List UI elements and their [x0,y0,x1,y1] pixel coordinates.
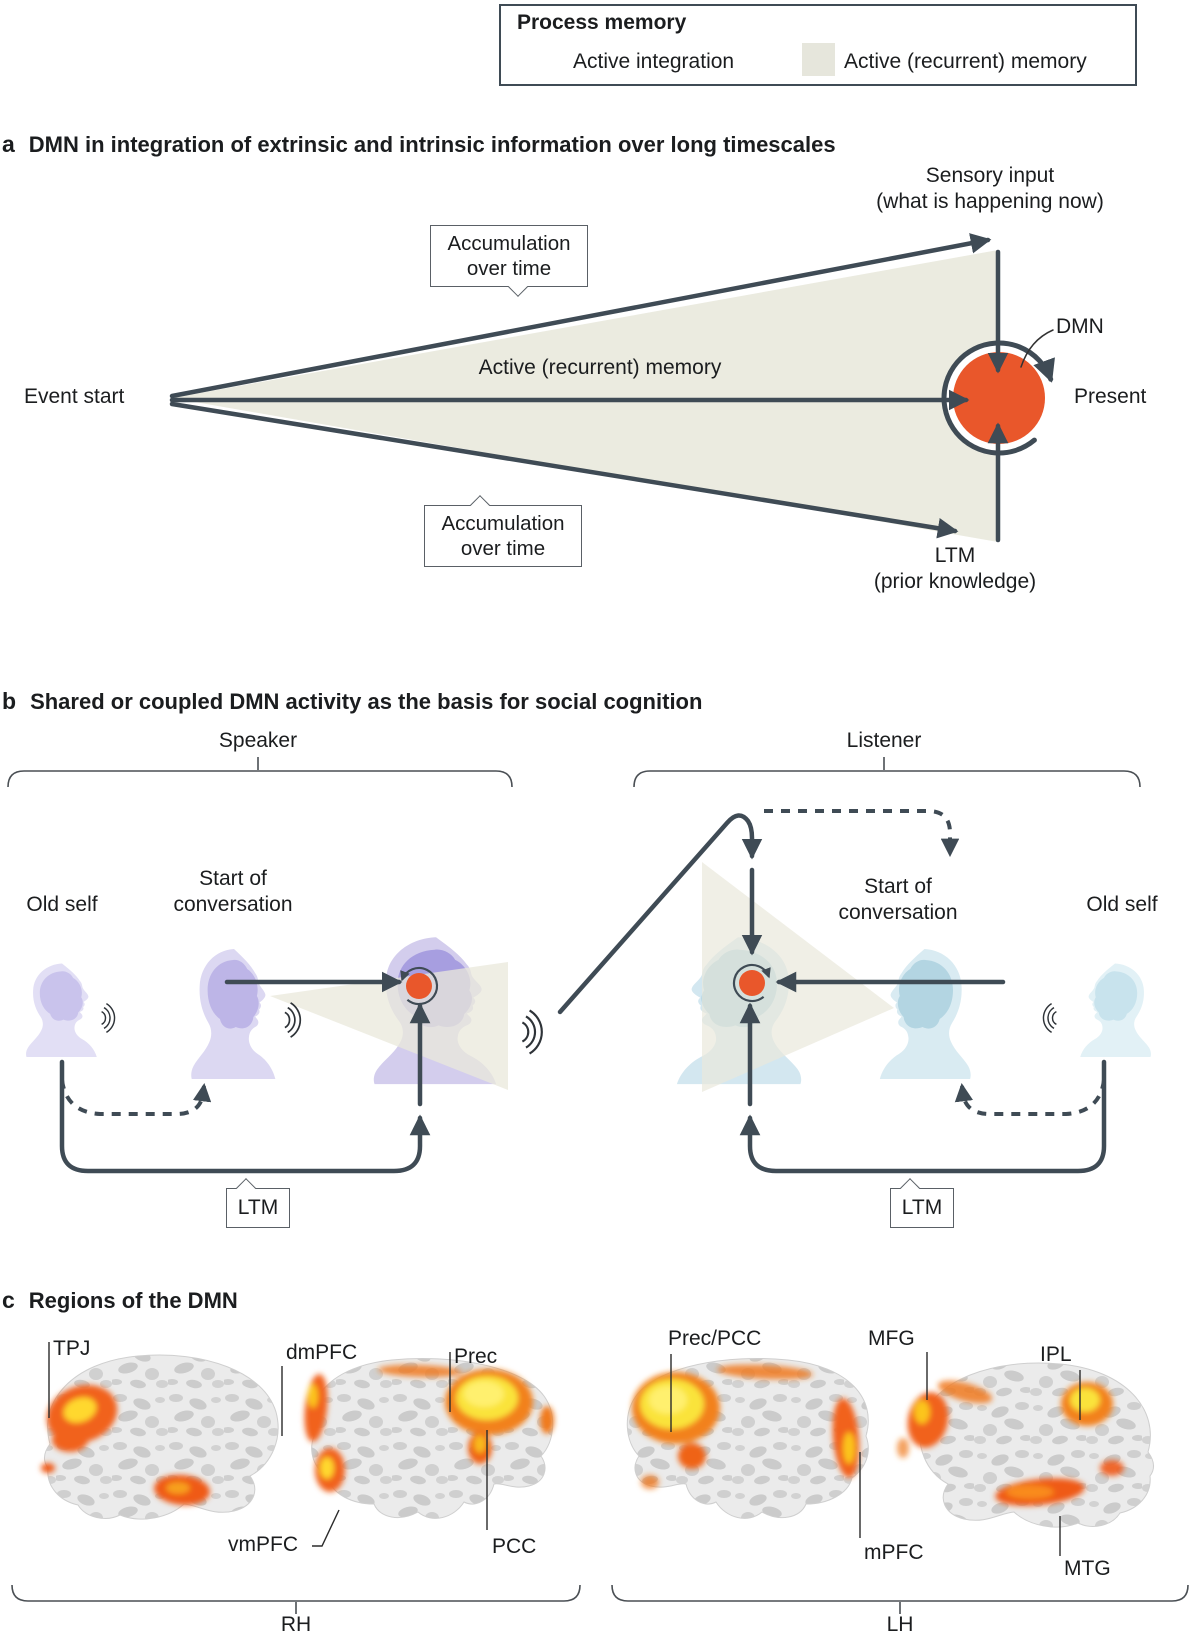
listener-brace [633,770,1141,788]
panel-a-title: a DMN in integration of extrinsic and in… [2,131,836,157]
panel-c-title: c Regions of the DMN [2,1287,238,1313]
speech-coupling-arrow [557,813,763,1015]
legend-item-label-active-integration: Active integration [573,50,735,73]
dmn-integration-circle [953,352,1045,444]
sensory-input-arrow [169,233,992,399]
listener-head-old-self [1080,963,1151,1058]
rh-brace [11,1584,581,1602]
activation-mfg-ipl-mtg [897,1380,1124,1506]
listener-ltm-callout: LTM [890,1178,954,1228]
legend-item-label-recurrent-memory: Active (recurrent) memory [844,50,1087,73]
dmn-recurrence-arc [941,340,1055,456]
region-label-vmpfc: vmPFC [228,1533,298,1556]
ltm-label: LTM (prior knowledge) [873,544,1037,593]
panel-c-letter: c [2,1287,15,1313]
speaker-head-old-self [26,963,97,1058]
listener-ltm-loop [739,1059,1107,1174]
speech-waves-icon [1042,1002,1058,1034]
recurrent-memory-cone [172,250,998,542]
legend-title: Process memory [517,11,687,34]
speech-waves-icon [100,1002,116,1034]
region-label-dmpfc: dmPFC [286,1341,358,1364]
region-leader-lines [48,1342,1081,1556]
recurrent-memory-swatch [802,43,835,76]
speech-waves-icon [284,1002,302,1038]
listener-head-start [879,949,971,1079]
listener-old-self-label: Old self [1086,893,1158,916]
listener-old-self-dashed-arrow [954,1079,1106,1116]
region-label-mtg: MTG [1064,1557,1111,1580]
speaker-conversation-label: Start of conversation [173,867,293,916]
panel-a-diagram [169,233,1055,543]
listener-role-label: Listener [846,729,922,752]
present-label: Present [1074,385,1147,408]
speaker-brace [7,770,513,788]
region-label-ipl: IPL [1040,1343,1072,1366]
speaker-old-self-label: Old self [26,893,98,916]
role-braces [7,757,1141,788]
region-label-prec: Prec [454,1345,498,1368]
dmn-label: DMN [1056,315,1104,338]
lh-brace [611,1584,1189,1602]
ltm-arrow [169,401,959,539]
sensory-input-label: Sensory input (what is happening now) [876,164,1104,213]
speaker-speech-cone [270,962,508,1090]
region-label-pcc: PCC [492,1535,537,1558]
panel-b-title: b Shared or coupled DMN activity as the … [2,688,703,714]
speaker-ltm-callout: LTM [226,1178,290,1228]
event-start-label: Event start [24,385,125,408]
accumulation-top-callout: Accumulation over time [430,225,588,297]
anticipation-dashed-arrow [764,809,960,858]
hemisphere-braces [11,1584,1189,1614]
activation-tpj-mtg [41,1384,210,1506]
active-memory-label: Active (recurrent) memory [478,356,722,379]
panel-b-letter: b [2,688,17,714]
region-label-mfg: MFG [868,1327,915,1350]
panel-b-arrows [59,813,1107,1174]
activation-prec-pcc-mpfc [632,1364,860,1489]
legend-box: Process memory Active integration Active… [499,4,1137,86]
speaker-ltm-loop [59,1059,431,1174]
lh-label: LH [886,1613,914,1636]
panel-c-brains [11,1342,1189,1614]
region-label-prec-pcc: Prec/PCC [668,1327,762,1350]
listener-conversation-label: Start of conversation [838,875,958,924]
region-label-mpfc: mPFC [864,1541,924,1564]
speech-waves-icon [521,1009,543,1055]
panel-a-letter: a [2,131,15,157]
speaker-old-self-dashed-arrow [60,1079,212,1116]
speaker-role-label: Speaker [218,729,298,752]
panel-b-diagram [7,757,1151,1174]
dmn-label-leader [1020,329,1054,368]
speaker-head-start [191,949,276,1079]
accumulation-bottom-callout: Accumulation over time [424,495,582,567]
panel-b-dashed-arrows [60,809,1106,1116]
rh-label: RH [280,1613,312,1636]
activation-dmpfc-vmpfc-prec-pcc [304,1364,554,1492]
region-label-tpj: TPJ [53,1337,91,1360]
